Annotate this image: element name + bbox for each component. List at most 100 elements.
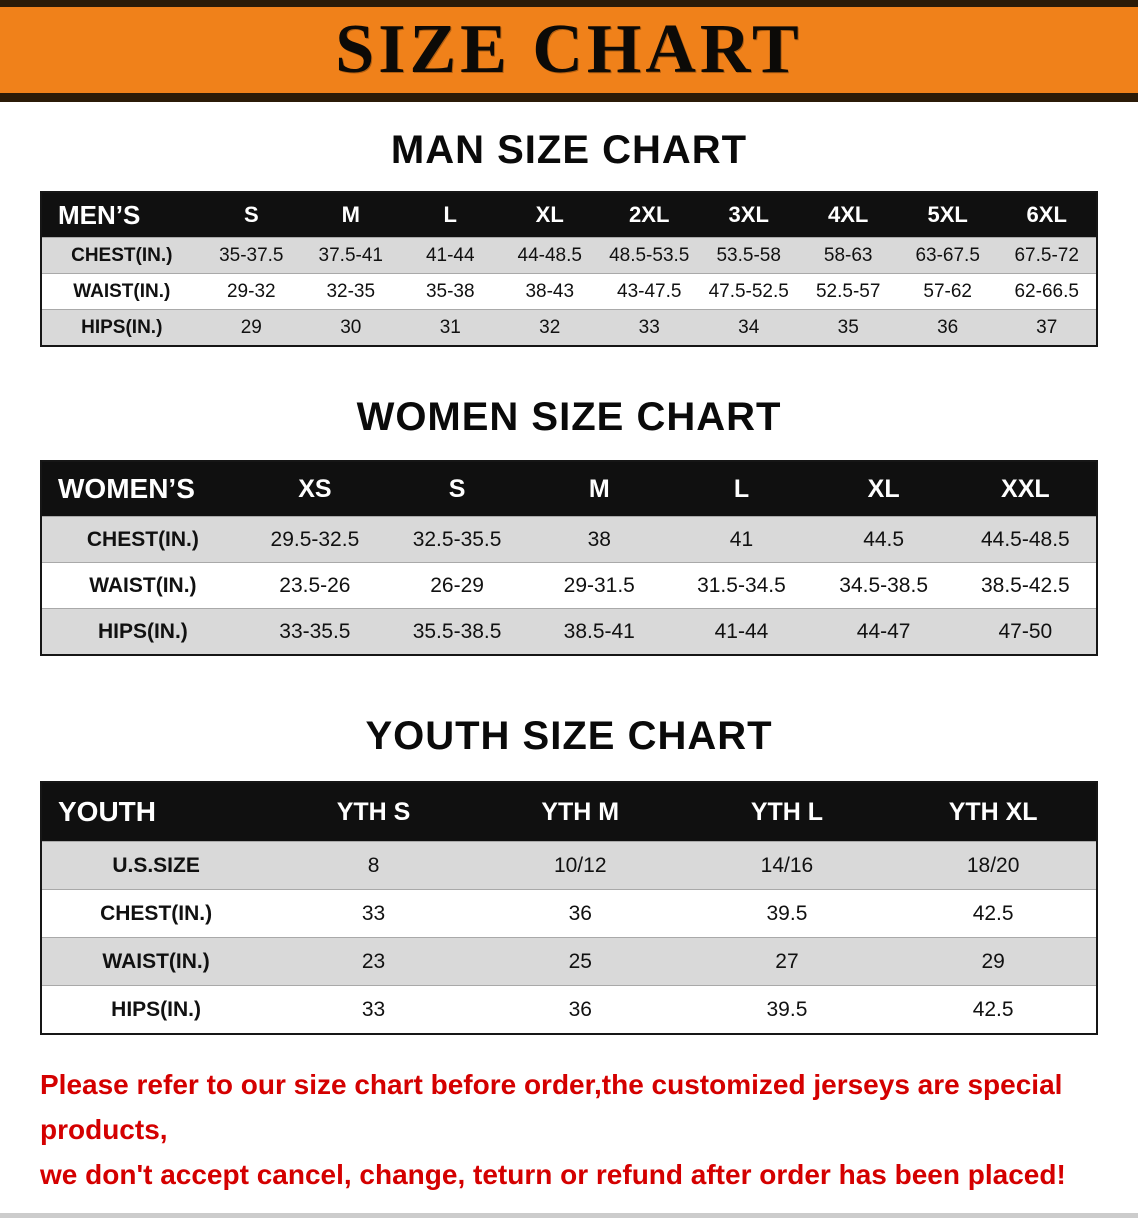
table-cell: 37: [1036, 316, 1058, 338]
column-header: 2XL: [599, 192, 699, 238]
women-size-chart-section: WOMEN SIZE CHART WOMEN’S XS S M L XL XXL CHEST(…: [0, 395, 1138, 656]
women-section-heading: WOMEN SIZE CHART: [356, 395, 782, 439]
size-table: YOUTH YTH S YTH M YTH L YTH XL U.S.SIZE 8 10/12…: [40, 781, 1098, 1035]
column-header: 3XL: [698, 192, 799, 238]
bottom-edge-strip: [0, 1213, 1138, 1218]
table-cell: 44.5-48.5: [980, 527, 1070, 551]
table-cell: 41-44: [425, 244, 475, 266]
table-cell: 35-38: [425, 280, 475, 302]
size-table: MEN’S S M L XL 2XL 3XL 4XL 5XL 6XL CHEST(IN.) 35-37…: [40, 191, 1098, 347]
column-header: YTH L: [683, 782, 891, 842]
table-cell: 62-66.5: [1014, 280, 1079, 302]
table-cell: 44-48.5: [517, 244, 582, 266]
column-header: XL: [500, 192, 600, 238]
table-cell: 31.5-34.5: [697, 573, 786, 597]
row-label: WAIST(IN.): [73, 280, 171, 302]
table-row: U.S.SIZE 8 10/12 14/16 18/20: [41, 841, 1097, 890]
table-cell: 41-44: [714, 619, 769, 643]
table-cell: 52.5-57: [815, 280, 881, 302]
table-cell: 29: [240, 316, 262, 338]
table-cell: 10/12: [553, 853, 607, 877]
row-label: CHEST(IN.): [71, 244, 173, 266]
table-cell: 35-37.5: [219, 244, 284, 266]
table-header-row: WOMEN’S XS S M L XL XXL: [41, 461, 1097, 517]
column-header: L: [400, 192, 500, 238]
table-row: CHEST(IN.) 35-37.5 37.5-41 41-44 44-48.5 48.5…: [41, 237, 1097, 274]
table-cell: 43-47.5: [617, 280, 682, 302]
table-corner-label: WOMEN’S: [41, 461, 244, 517]
youth-size-chart-section: YOUTH SIZE CHART YOUTH YTH S YTH M YTH L YTH…: [0, 714, 1138, 1035]
column-header: S: [201, 192, 302, 238]
table-cell: 58-63: [823, 244, 873, 266]
table-cell: 38: [587, 527, 611, 551]
table-row: WAIST(IN.) 29-32 32-35 35-38 38-43 43-47.5 47.…: [41, 273, 1097, 310]
table-cell: 33: [361, 901, 386, 925]
column-header: L: [670, 461, 813, 517]
title-banner: SIZE CHART: [0, 0, 1138, 102]
table-cell: 34: [738, 316, 760, 338]
table-cell: 23.5-26: [279, 573, 351, 597]
table-corner-label: MEN’S: [41, 192, 202, 238]
table-header-row: YOUTH YTH S YTH M YTH L YTH XL: [41, 782, 1097, 842]
table-cell: 36: [568, 997, 592, 1021]
table-cell: 32-35: [326, 280, 376, 302]
column-header: 4XL: [798, 192, 898, 238]
column-header: M: [301, 192, 401, 238]
table-cell: 39.5: [766, 997, 808, 1021]
notice-line-1: Please refer to our size chart before or…: [40, 1069, 1063, 1145]
men-size-table: MEN’S S M L XL 2XL 3XL 4XL 5XL 6XL CHEST(IN.) 35-37…: [40, 191, 1098, 347]
row-label: WAIST(IN.): [102, 949, 210, 973]
column-header: 5XL: [897, 192, 998, 238]
table-cell: 34.5-38.5: [839, 573, 929, 597]
row-label: U.S.SIZE: [112, 853, 200, 877]
table-cell: 35.5-38.5: [412, 619, 502, 643]
table-row: HIPS(IN.) 33 36 39.5 42.5: [41, 985, 1097, 1034]
youth-section-heading: YOUTH SIZE CHART: [365, 714, 773, 758]
column-header: YTH XL: [890, 782, 1097, 842]
table-cell: 63-67.5: [915, 244, 980, 266]
table-cell: 18/20: [966, 853, 1020, 877]
table-row: HIPS(IN.) 29 30 31 32 33 34 35 36 37: [41, 309, 1097, 346]
table-cell: 29.5-32.5: [270, 527, 360, 551]
notice-line-2: we don't accept cancel, change, teturn o…: [40, 1158, 1066, 1190]
table-cell: 39.5: [766, 901, 808, 925]
column-header: M: [528, 461, 671, 517]
row-label: HIPS(IN.): [111, 997, 202, 1021]
column-header: XXL: [954, 461, 1097, 517]
table-cell: 33: [361, 997, 386, 1021]
table-cell: 8: [367, 853, 380, 877]
table-cell: 29-32: [226, 280, 276, 302]
table-corner-label: YOUTH: [41, 782, 271, 842]
table-row: WAIST(IN.) 23 25 27 29: [41, 937, 1097, 986]
table-cell: 31: [439, 316, 461, 338]
row-label: CHEST(IN.): [100, 901, 213, 925]
table-cell: 14/16: [760, 853, 814, 877]
table-cell: 44.5: [863, 527, 905, 551]
column-header: YTH S: [270, 782, 477, 842]
table-cell: 32.5-35.5: [412, 527, 502, 551]
table-row: WAIST(IN.) 23.5-26 26-29 29-31.5 31.5-34.5 34…: [41, 562, 1097, 609]
size-table: WOMEN’S XS S M L XL XXL CHEST(IN.) 29.5-32.5 32.5…: [40, 460, 1098, 656]
table-cell: 29-31.5: [563, 573, 635, 597]
column-header: 6XL: [997, 192, 1097, 238]
table-cell: 53.5-58: [716, 244, 781, 266]
table-cell: 33: [638, 316, 660, 338]
table-cell: 36: [937, 316, 959, 338]
table-cell: 29: [981, 949, 1005, 973]
table-cell: 47-50: [998, 619, 1053, 643]
table-cell: 23: [361, 949, 386, 973]
row-label: HIPS(IN.): [97, 619, 188, 643]
table-cell: 48.5-53.5: [609, 244, 690, 266]
row-label: HIPS(IN.): [81, 316, 163, 338]
women-size-table: WOMEN’S XS S M L XL XXL CHEST(IN.) 29.5-32.5 32.5…: [40, 460, 1098, 656]
column-header: YTH M: [476, 782, 684, 842]
table-cell: 30: [340, 316, 362, 338]
table-cell: 37.5-41: [318, 244, 383, 266]
table-cell: 42.5: [972, 997, 1014, 1021]
table-cell: 38.5-42.5: [980, 573, 1070, 597]
order-policy-notice: Please refer to our size chart before or…: [40, 1063, 1098, 1197]
table-cell: 67.5-72: [1014, 244, 1079, 266]
table-cell: 57-62: [923, 280, 972, 302]
men-section-heading: MAN SIZE CHART: [390, 128, 748, 172]
table-cell: 41: [729, 527, 754, 551]
